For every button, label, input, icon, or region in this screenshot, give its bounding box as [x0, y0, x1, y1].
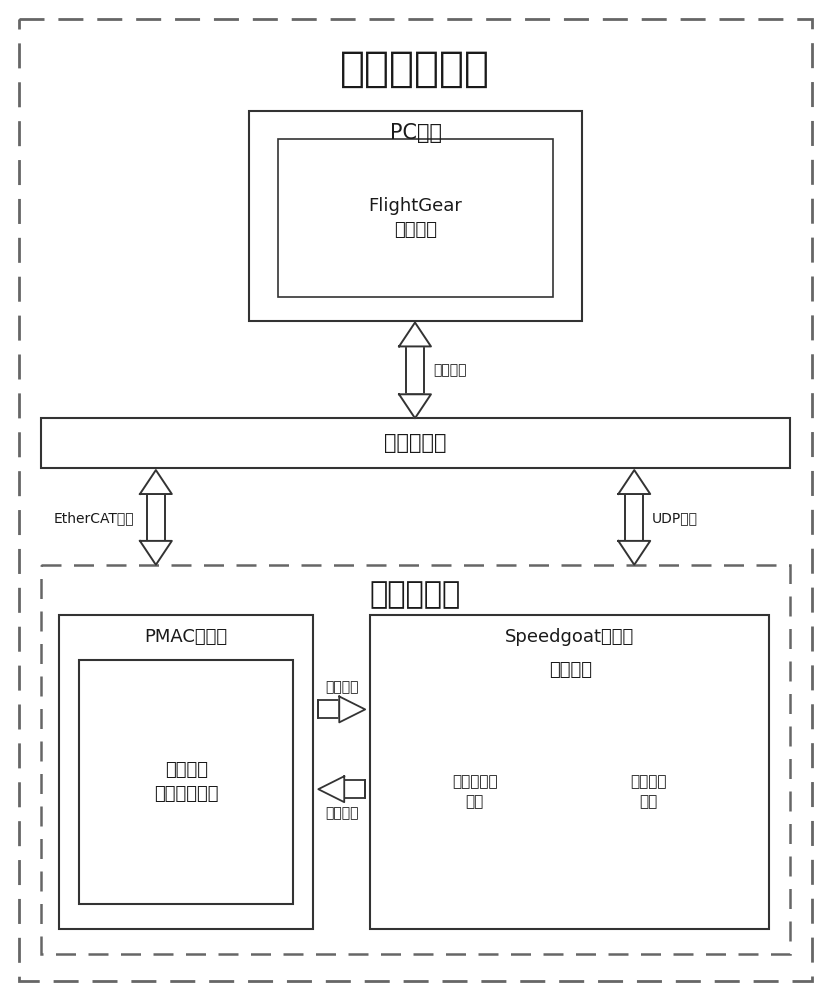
Polygon shape [618, 470, 650, 494]
Polygon shape [140, 541, 172, 565]
Bar [390, 650, 751, 907]
Bar [400, 694, 549, 889]
Bar [562, 694, 736, 889]
Bar [147, 494, 165, 541]
Text: 飞行环境
模型: 飞行环境 模型 [631, 774, 667, 809]
Text: 网络交换机: 网络交换机 [384, 433, 447, 453]
Bar [344, 780, 365, 798]
Text: FlightGear
视景显示: FlightGear 视景显示 [369, 197, 462, 239]
Bar [625, 494, 643, 541]
Text: 飞控舵面
控制算法模型: 飞控舵面 控制算法模型 [154, 761, 219, 803]
Bar [42, 565, 789, 954]
Text: EtherCAT通讯: EtherCAT通讯 [53, 511, 134, 525]
Text: 飞行状态: 飞行状态 [433, 363, 466, 377]
Bar [79, 660, 293, 904]
Text: PC主机: PC主机 [390, 123, 441, 143]
Bar [370, 615, 769, 929]
Text: UDP通讯: UDP通讯 [652, 511, 698, 525]
Polygon shape [618, 541, 650, 565]
Bar [406, 346, 424, 394]
Text: 控制指令: 控制指令 [325, 680, 358, 694]
Polygon shape [140, 470, 172, 494]
Bar [248, 111, 583, 320]
Bar [278, 139, 553, 297]
Bar [59, 615, 313, 929]
Polygon shape [339, 696, 365, 722]
Text: 飞机动力学
模型: 飞机动力学 模型 [452, 774, 498, 809]
Text: 飞行模拟系统: 飞行模拟系统 [340, 48, 490, 90]
Polygon shape [399, 322, 431, 346]
Bar [42, 418, 789, 468]
Bar [318, 700, 339, 718]
Text: Speedgoat仿真机: Speedgoat仿真机 [505, 628, 634, 646]
Text: 半实物仿真: 半实物仿真 [370, 580, 461, 609]
Polygon shape [318, 776, 344, 802]
Polygon shape [399, 394, 431, 418]
Text: 飞机模型: 飞机模型 [549, 661, 592, 679]
Text: 反馈信号: 反馈信号 [325, 806, 358, 820]
Text: PMAC控制器: PMAC控制器 [145, 628, 228, 646]
